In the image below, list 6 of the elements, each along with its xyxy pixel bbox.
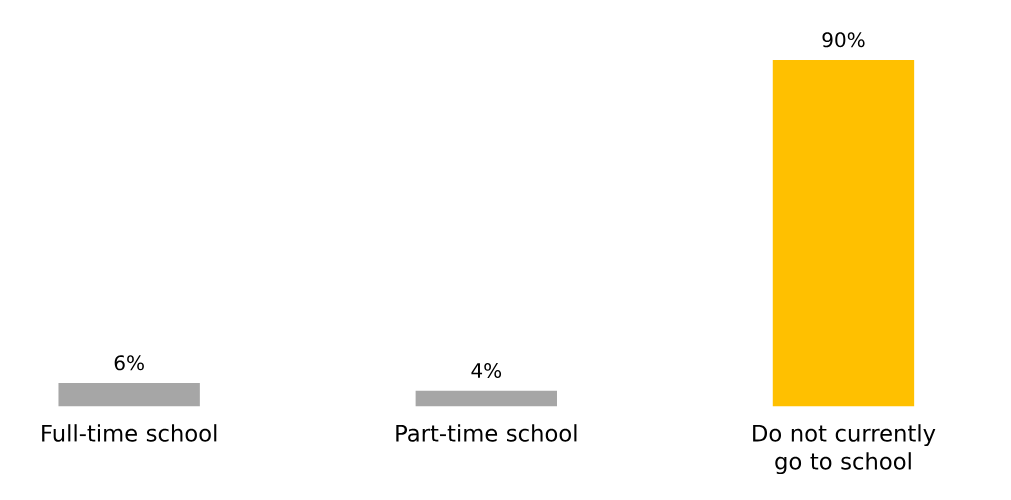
x-tick-label: Full-time school <box>42 424 217 442</box>
x-tick-label: Do not currently go to school <box>753 424 936 475</box>
data-label: 6% <box>114 355 144 371</box>
x-tick-label: Part-time school <box>396 424 577 442</box>
data-label: 90% <box>822 32 865 48</box>
data-label: 4% <box>471 362 502 378</box>
